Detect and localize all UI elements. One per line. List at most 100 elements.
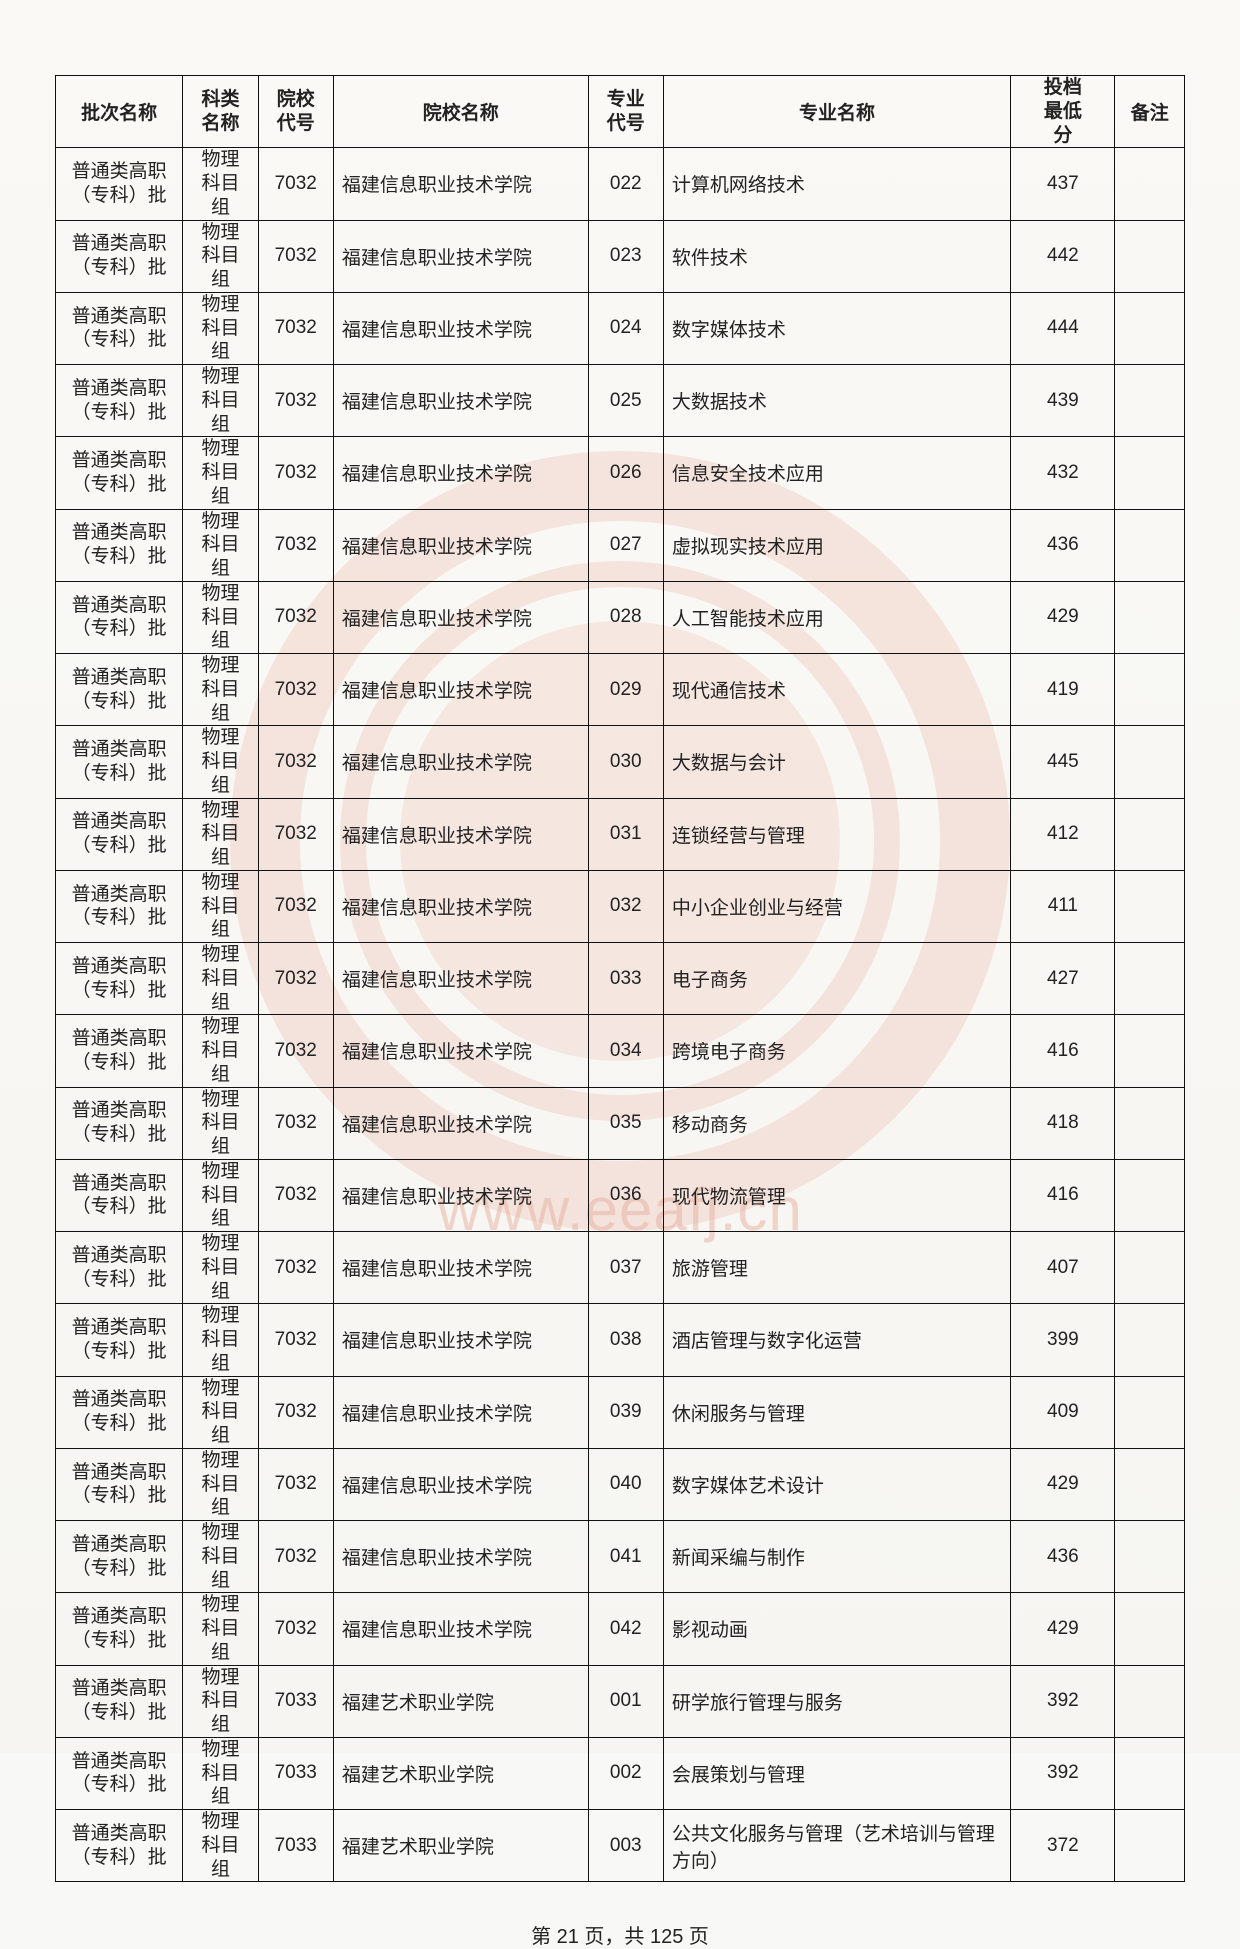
school-code-cell: 7032 — [258, 1232, 333, 1304]
major-code-cell: 003 — [588, 1810, 663, 1882]
major-name-cell: 数字媒体技术 — [663, 292, 1010, 364]
note-cell — [1115, 1232, 1185, 1304]
school-code-cell: 7032 — [258, 509, 333, 581]
score-cell: 427 — [1011, 943, 1115, 1015]
score-cell: 429 — [1011, 1448, 1115, 1520]
major-name-cell: 电子商务 — [663, 943, 1010, 1015]
school-code-cell: 7032 — [258, 148, 333, 220]
col-note: 备注 — [1115, 76, 1185, 148]
school-name-cell: 福建信息职业技术学院 — [333, 1015, 588, 1087]
category-cell: 物理科目组 — [183, 292, 258, 364]
batch-cell: 普通类高职（专科）批 — [56, 943, 183, 1015]
note-cell — [1115, 870, 1185, 942]
school-code-cell: 7032 — [258, 1015, 333, 1087]
school-name-cell: 福建信息职业技术学院 — [333, 220, 588, 292]
score-cell: 409 — [1011, 1376, 1115, 1448]
school-code-cell: 7032 — [258, 292, 333, 364]
category-cell: 物理科目组 — [183, 509, 258, 581]
school-name-cell: 福建信息职业技术学院 — [333, 1232, 588, 1304]
table-row: 普通类高职（专科）批物理科目组7032福建信息职业技术学院029现代通信技术41… — [56, 654, 1185, 726]
school-name-cell: 福建艺术职业学院 — [333, 1665, 588, 1737]
major-name-cell: 影视动画 — [663, 1593, 1010, 1665]
major-name-cell: 中小企业创业与经营 — [663, 870, 1010, 942]
score-cell: 432 — [1011, 437, 1115, 509]
school-name-cell: 福建信息职业技术学院 — [333, 870, 588, 942]
category-cell: 物理科目组 — [183, 1665, 258, 1737]
batch-cell: 普通类高职（专科）批 — [56, 365, 183, 437]
table-header: 批次名称 科类名称 院校代号 院校名称 专业代号 专业名称 投档最低分 备注 — [56, 76, 1185, 148]
major-code-cell: 039 — [588, 1376, 663, 1448]
footer-suffix: 页 — [683, 1926, 709, 1948]
major-code-cell: 036 — [588, 1159, 663, 1231]
note-cell — [1115, 726, 1185, 798]
table-row: 普通类高职（专科）批物理科目组7033福建艺术职业学院003公共文化服务与管理（… — [56, 1810, 1185, 1882]
major-name-cell: 虚拟现实技术应用 — [663, 509, 1010, 581]
table-row: 普通类高职（专科）批物理科目组7032福建信息职业技术学院036现代物流管理41… — [56, 1159, 1185, 1231]
school-code-cell: 7032 — [258, 1087, 333, 1159]
category-cell: 物理科目组 — [183, 1159, 258, 1231]
batch-cell: 普通类高职（专科）批 — [56, 654, 183, 726]
major-name-cell: 研学旅行管理与服务 — [663, 1665, 1010, 1737]
school-code-cell: 7032 — [258, 943, 333, 1015]
major-name-cell: 跨境电子商务 — [663, 1015, 1010, 1087]
col-school-code-label: 院校代号 — [277, 89, 315, 134]
note-cell — [1115, 798, 1185, 870]
note-cell — [1115, 220, 1185, 292]
school-code-cell: 7032 — [258, 581, 333, 653]
major-name-cell: 人工智能技术应用 — [663, 581, 1010, 653]
category-cell: 物理科目组 — [183, 726, 258, 798]
major-code-cell: 027 — [588, 509, 663, 581]
major-code-cell: 035 — [588, 1087, 663, 1159]
score-cell: 419 — [1011, 654, 1115, 726]
category-cell: 物理科目组 — [183, 1015, 258, 1087]
batch-cell: 普通类高职（专科）批 — [56, 1015, 183, 1087]
table-row: 普通类高职（专科）批物理科目组7032福建信息职业技术学院040数字媒体艺术设计… — [56, 1448, 1185, 1520]
batch-cell: 普通类高职（专科）批 — [56, 509, 183, 581]
batch-cell: 普通类高职（专科）批 — [56, 1593, 183, 1665]
table-row: 普通类高职（专科）批物理科目组7032福建信息职业技术学院042影视动画429 — [56, 1593, 1185, 1665]
school-code-cell: 7032 — [258, 870, 333, 942]
footer-mid: 页，共 — [579, 1926, 650, 1948]
footer-prefix: 第 — [531, 1926, 557, 1948]
note-cell — [1115, 1159, 1185, 1231]
school-name-cell: 福建信息职业技术学院 — [333, 1593, 588, 1665]
score-cell: 416 — [1011, 1015, 1115, 1087]
major-code-cell: 030 — [588, 726, 663, 798]
col-major-code-label: 专业代号 — [607, 89, 645, 134]
category-cell: 物理科目组 — [183, 1521, 258, 1593]
school-name-cell: 福建信息职业技术学院 — [333, 726, 588, 798]
batch-cell: 普通类高职（专科）批 — [56, 870, 183, 942]
note-cell — [1115, 943, 1185, 1015]
category-cell: 物理科目组 — [183, 1304, 258, 1376]
major-code-cell: 026 — [588, 437, 663, 509]
note-cell — [1115, 1448, 1185, 1520]
footer-total: 125 — [650, 1926, 683, 1948]
category-cell: 物理科目组 — [183, 943, 258, 1015]
note-cell — [1115, 581, 1185, 653]
category-cell: 物理科目组 — [183, 365, 258, 437]
school-name-cell: 福建信息职业技术学院 — [333, 581, 588, 653]
score-cell: 429 — [1011, 1593, 1115, 1665]
score-cell: 437 — [1011, 148, 1115, 220]
school-name-cell: 福建信息职业技术学院 — [333, 1376, 588, 1448]
batch-cell: 普通类高职（专科）批 — [56, 1159, 183, 1231]
category-cell: 物理科目组 — [183, 1232, 258, 1304]
school-code-cell: 7032 — [258, 726, 333, 798]
major-name-cell: 公共文化服务与管理（艺术培训与管理方向） — [663, 1810, 1010, 1882]
school-name-cell: 福建信息职业技术学院 — [333, 1159, 588, 1231]
major-code-cell: 033 — [588, 943, 663, 1015]
score-cell: 442 — [1011, 220, 1115, 292]
table-row: 普通类高职（专科）批物理科目组7033福建艺术职业学院001研学旅行管理与服务3… — [56, 1665, 1185, 1737]
major-name-cell: 软件技术 — [663, 220, 1010, 292]
col-category-label: 科类名称 — [201, 89, 239, 134]
table-row: 普通类高职（专科）批物理科目组7032福建信息职业技术学院035移动商务418 — [56, 1087, 1185, 1159]
school-name-cell: 福建信息职业技术学院 — [333, 1087, 588, 1159]
major-name-cell: 现代物流管理 — [663, 1159, 1010, 1231]
major-code-cell: 002 — [588, 1737, 663, 1809]
category-cell: 物理科目组 — [183, 1376, 258, 1448]
batch-cell: 普通类高职（专科）批 — [56, 1665, 183, 1737]
school-code-cell: 7032 — [258, 437, 333, 509]
note-cell — [1115, 437, 1185, 509]
school-code-cell: 7032 — [258, 365, 333, 437]
major-code-cell: 037 — [588, 1232, 663, 1304]
